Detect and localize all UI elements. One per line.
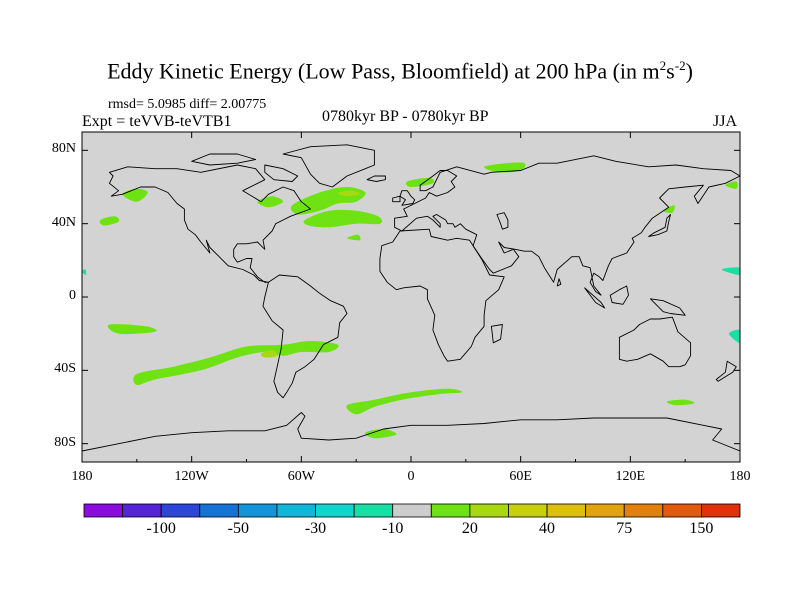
colorbar-label: -30 [304,520,327,537]
title-superscript-2: 2 [659,58,667,73]
colorbar-box [508,503,548,518]
coastline-japan [648,214,671,237]
season-label: JJA [713,113,738,130]
colorbar-box [546,503,587,518]
title-close-paren: ) [685,58,693,84]
colorbar-box [585,503,625,518]
y-tick-label: 80N [51,141,76,157]
y-tick-label: 40S [54,361,76,377]
x-tick-label: 180 [71,469,93,484]
title-s: s [666,58,675,84]
region-west-pacific-cyan [721,267,740,276]
title-text: Eddy Kinetic Energy (Low Pass, Bloomfiel… [107,58,660,84]
experiment-label: Expt = teVVB-teVTB1 [82,113,232,130]
coastline-madagascar [490,324,503,344]
region-central-pacific [99,216,120,226]
coastline-antarctica [82,412,740,452]
title-superscript-minus-2: -2 [674,58,686,73]
axis-ticks [81,132,741,462]
y-tick-label: 40N [51,214,76,230]
coastline-south-america [262,274,348,399]
colorbar-box [392,503,432,518]
region-dateline-cyan [82,269,87,276]
x-tick-label: 120W [174,469,209,484]
coastline-borneo [609,285,629,305]
colorbar-box [315,503,355,518]
region-south-atlantic [346,388,463,415]
region-south-pacific-2 [107,324,157,335]
region-south-pacific-core [260,350,278,358]
coastline-baffin [264,164,299,182]
coastline-new-zealand [715,360,737,382]
colorbar-box [353,503,394,518]
coastline-canadian-arctic [191,153,257,166]
y-tick-label: 80S [54,434,76,450]
x-tick-label: 0 [407,469,415,484]
colorbar-label: 150 [689,520,714,537]
x-tick-label: 60W [287,469,315,484]
region-north-atlantic-2 [303,209,383,228]
coastlines [82,144,740,452]
colorbar-label: 40 [539,520,556,537]
region-australia-cyan [729,329,740,343]
rmsd-diff-stats: rmsd= 5.0985 diff= 2.00775 [108,97,267,112]
coastline-australia [618,316,692,368]
region-south-indian [666,399,695,406]
coastline-sri-lanka [556,278,562,287]
region-north-atlantic-core [337,190,360,197]
coastline-north-america [108,164,311,283]
colorbar [83,503,741,518]
coastline-ireland [392,195,401,203]
period-label: 0780kyr BP - 0780kyr BP [322,108,489,125]
x-tick-label: 180 [729,469,751,484]
colorbar-box [199,503,239,518]
colorbar-box [276,503,316,518]
region-mid-atlantic [346,234,361,241]
y-tick-label: 0 [69,288,76,303]
colorbar-box [122,503,162,518]
coastline-sumatra [584,287,606,309]
colorbar-box [701,503,741,518]
colorbar-box [83,503,123,518]
colorbar-label: -50 [227,520,249,537]
colorbar-box [662,503,702,518]
colorbar-box [160,503,201,518]
coastline-africa [379,228,505,362]
x-tick-label: 120E [615,469,646,484]
coastline-greenland [282,144,375,188]
colorbar-label: 75 [616,520,633,537]
region-barents [483,162,526,173]
x-tick-label: 60E [509,469,532,484]
colorbar-label: 20 [461,520,478,537]
colorbar-box [623,503,664,518]
coastline-britain [399,190,416,206]
coastline-new-guinea [649,298,686,316]
colorbar-box [237,503,278,518]
colorbar-label: -10 [382,520,404,537]
coastline-caspian [496,212,509,230]
region-antarctic [365,428,397,439]
colorbar-box [430,503,471,518]
region-arctic-east [725,181,738,189]
region-south-pacific-1 [133,341,339,386]
colorbar-box [469,503,509,518]
coastline-eurasia [394,155,740,296]
region-okhotsk [663,205,675,213]
coastline-iceland [366,175,386,182]
colorbar-label: -100 [146,520,176,537]
chart-title: Eddy Kinetic Energy (Low Pass, Bloomfiel… [0,58,800,84]
